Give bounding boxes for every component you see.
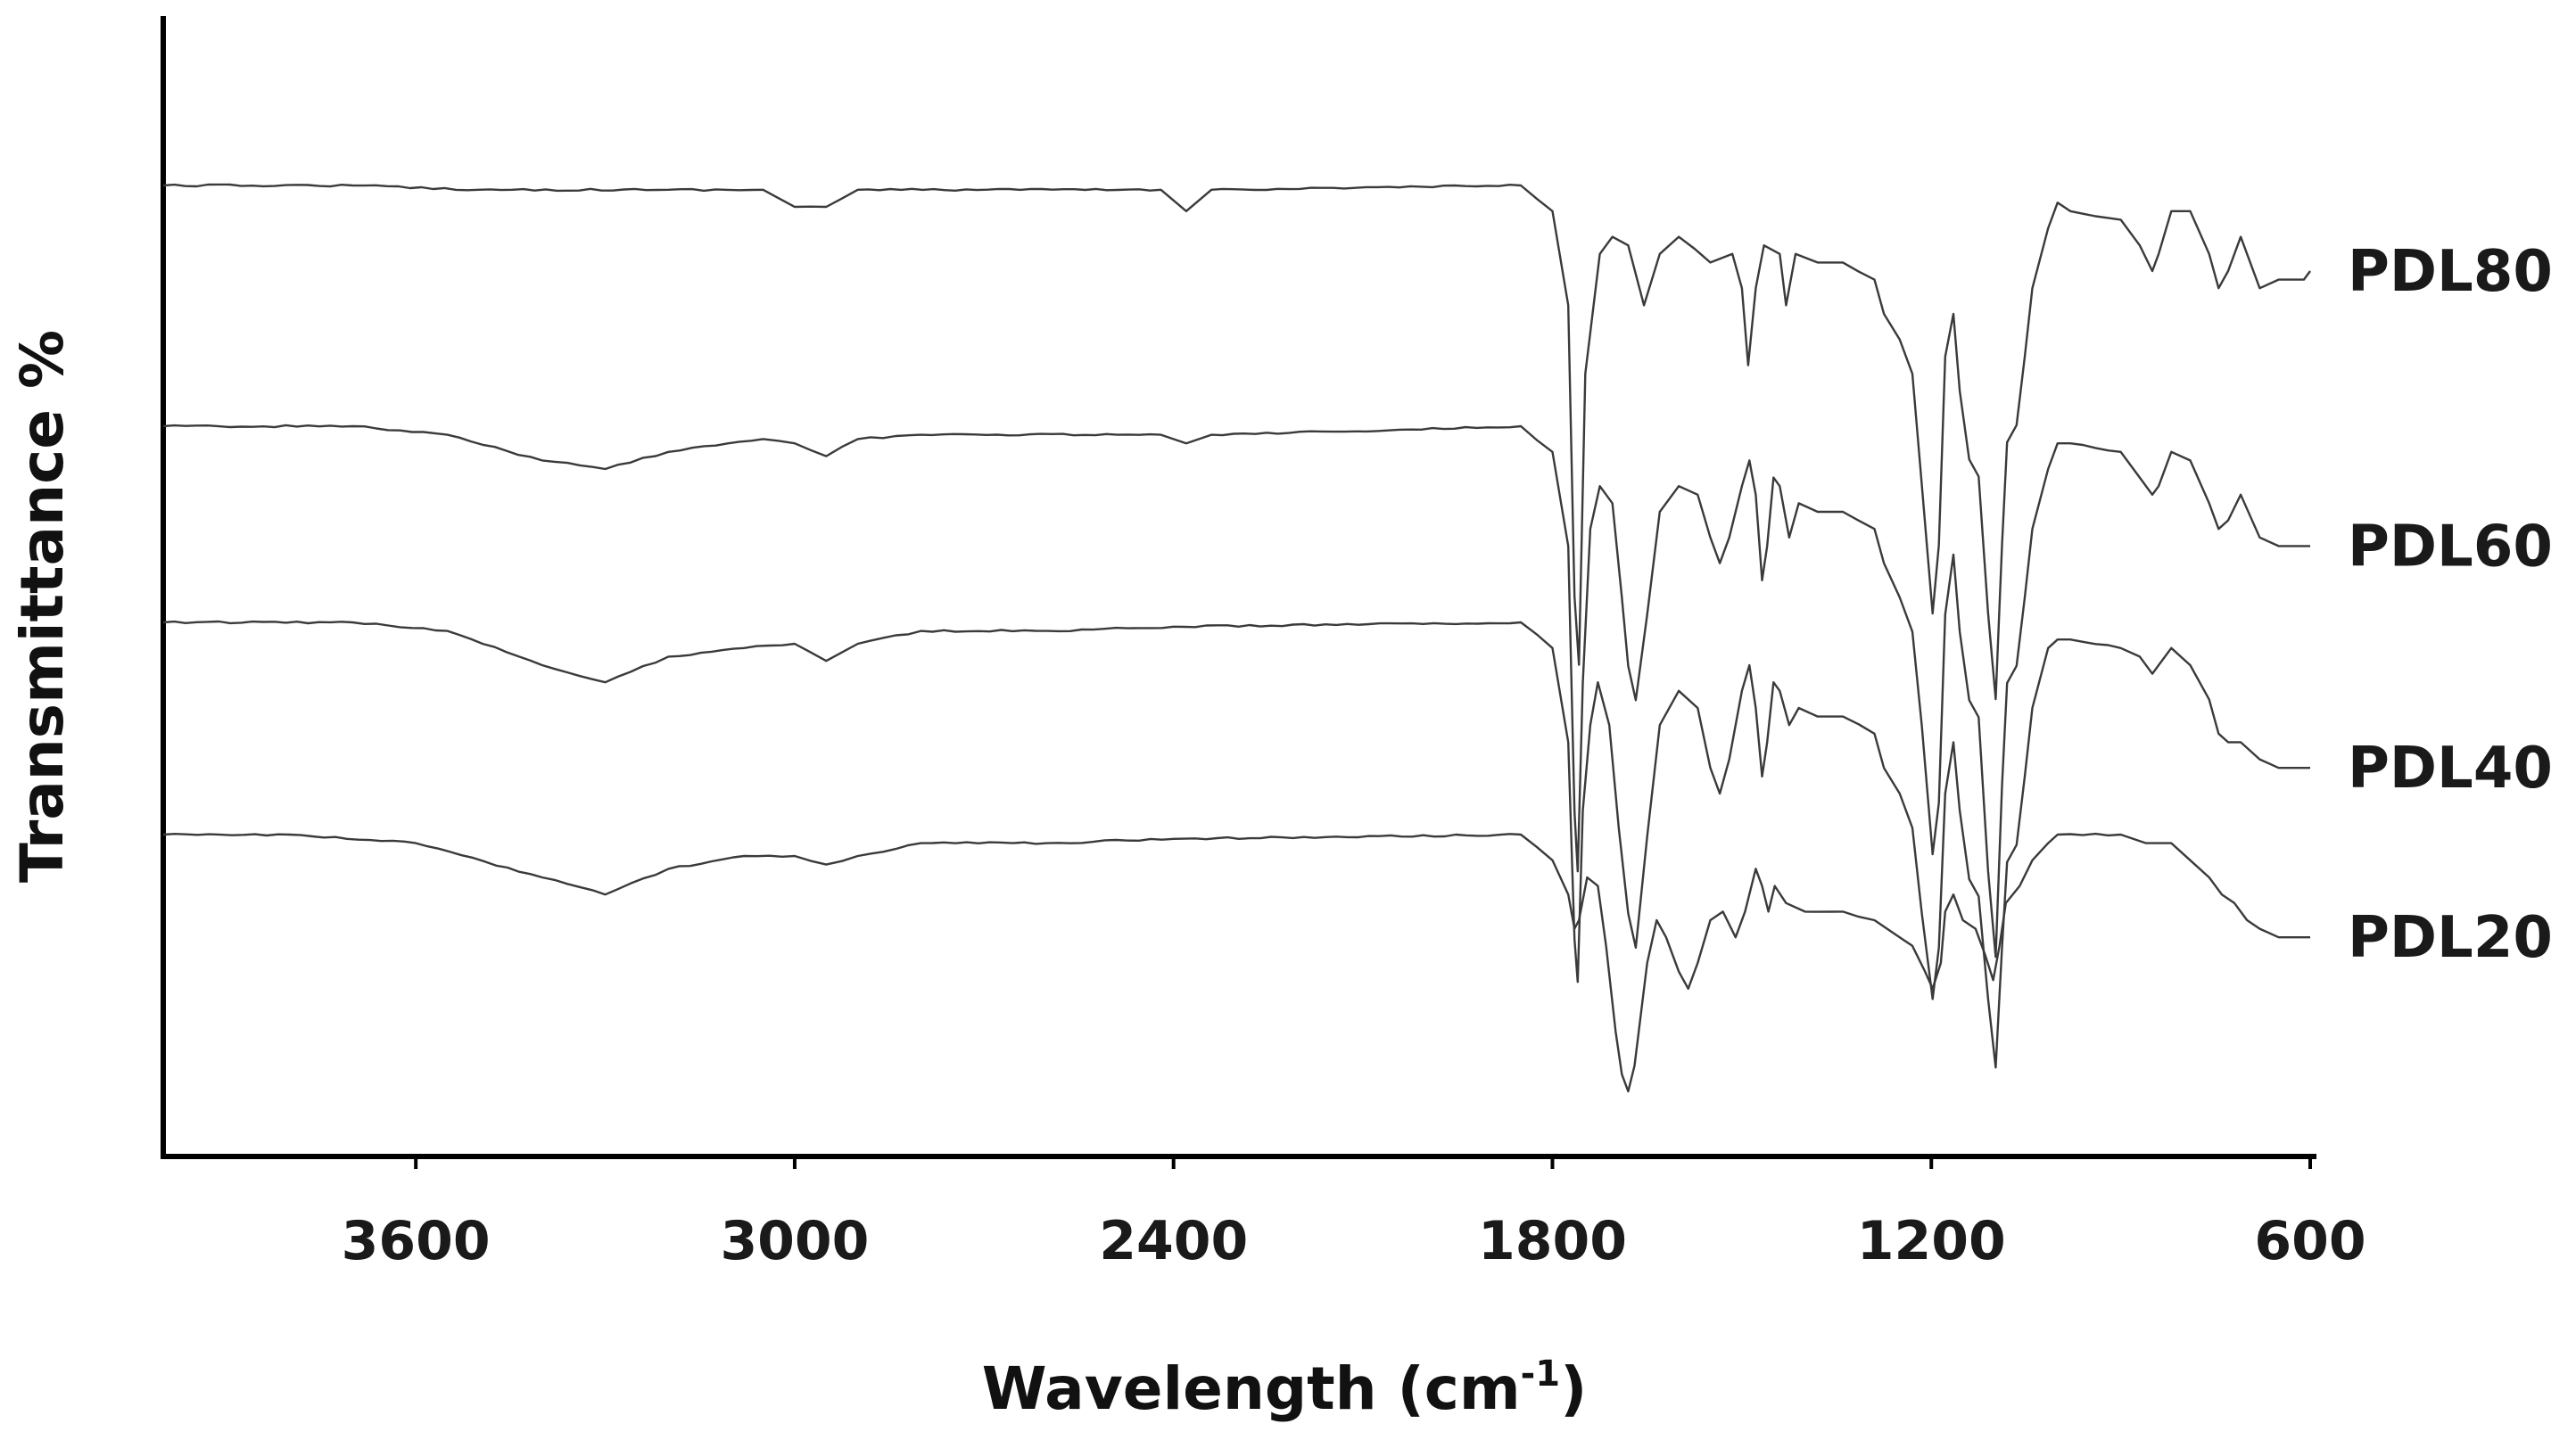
y-axis-title: Transmittance %	[8, 330, 77, 883]
trace-pdl80	[162, 183, 2311, 701]
x-tick-label-1800: 1800	[1478, 1210, 1627, 1272]
x-tick-label-3000: 3000	[720, 1210, 869, 1272]
x-tick-labels: 3600 3000 2400 1800 1200 600	[342, 1210, 2366, 1272]
x-ticks	[414, 1156, 2312, 1169]
x-tick-label-1200: 1200	[1857, 1210, 2006, 1272]
x-tick-label-2400: 2400	[1099, 1210, 1248, 1272]
trace-pdl40	[162, 620, 2310, 1069]
series-label-pdl80: PDL80	[2348, 239, 2553, 305]
x-axis-title-suffix: )	[1560, 1354, 1587, 1423]
series-labels: PDL80 PDL60 PDL40 PDL20	[2348, 239, 2553, 971]
x-tick-label-3600: 3600	[342, 1210, 491, 1272]
x-axis-title-superscript: -1	[1521, 1354, 1560, 1395]
plot-area: 3600 3000 2400 1800 1200 600 PDL80PDL60PDL40P…	[161, 16, 2553, 1272]
x-tick-label-600: 600	[2254, 1210, 2365, 1272]
series-label-pdl20: PDL20	[2348, 905, 2553, 971]
x-axis-title: Wavelength (cm-1)	[982, 1354, 1588, 1423]
trace-pdl60	[162, 424, 2310, 959]
series-label-pdl60: PDL60	[2348, 514, 2553, 580]
series-label-pdl40: PDL40	[2348, 736, 2553, 802]
spectrum-traces	[162, 183, 2311, 1093]
trace-pdl20	[162, 832, 2310, 1093]
x-axis-title-main: Wavelength (cm	[982, 1354, 1521, 1423]
